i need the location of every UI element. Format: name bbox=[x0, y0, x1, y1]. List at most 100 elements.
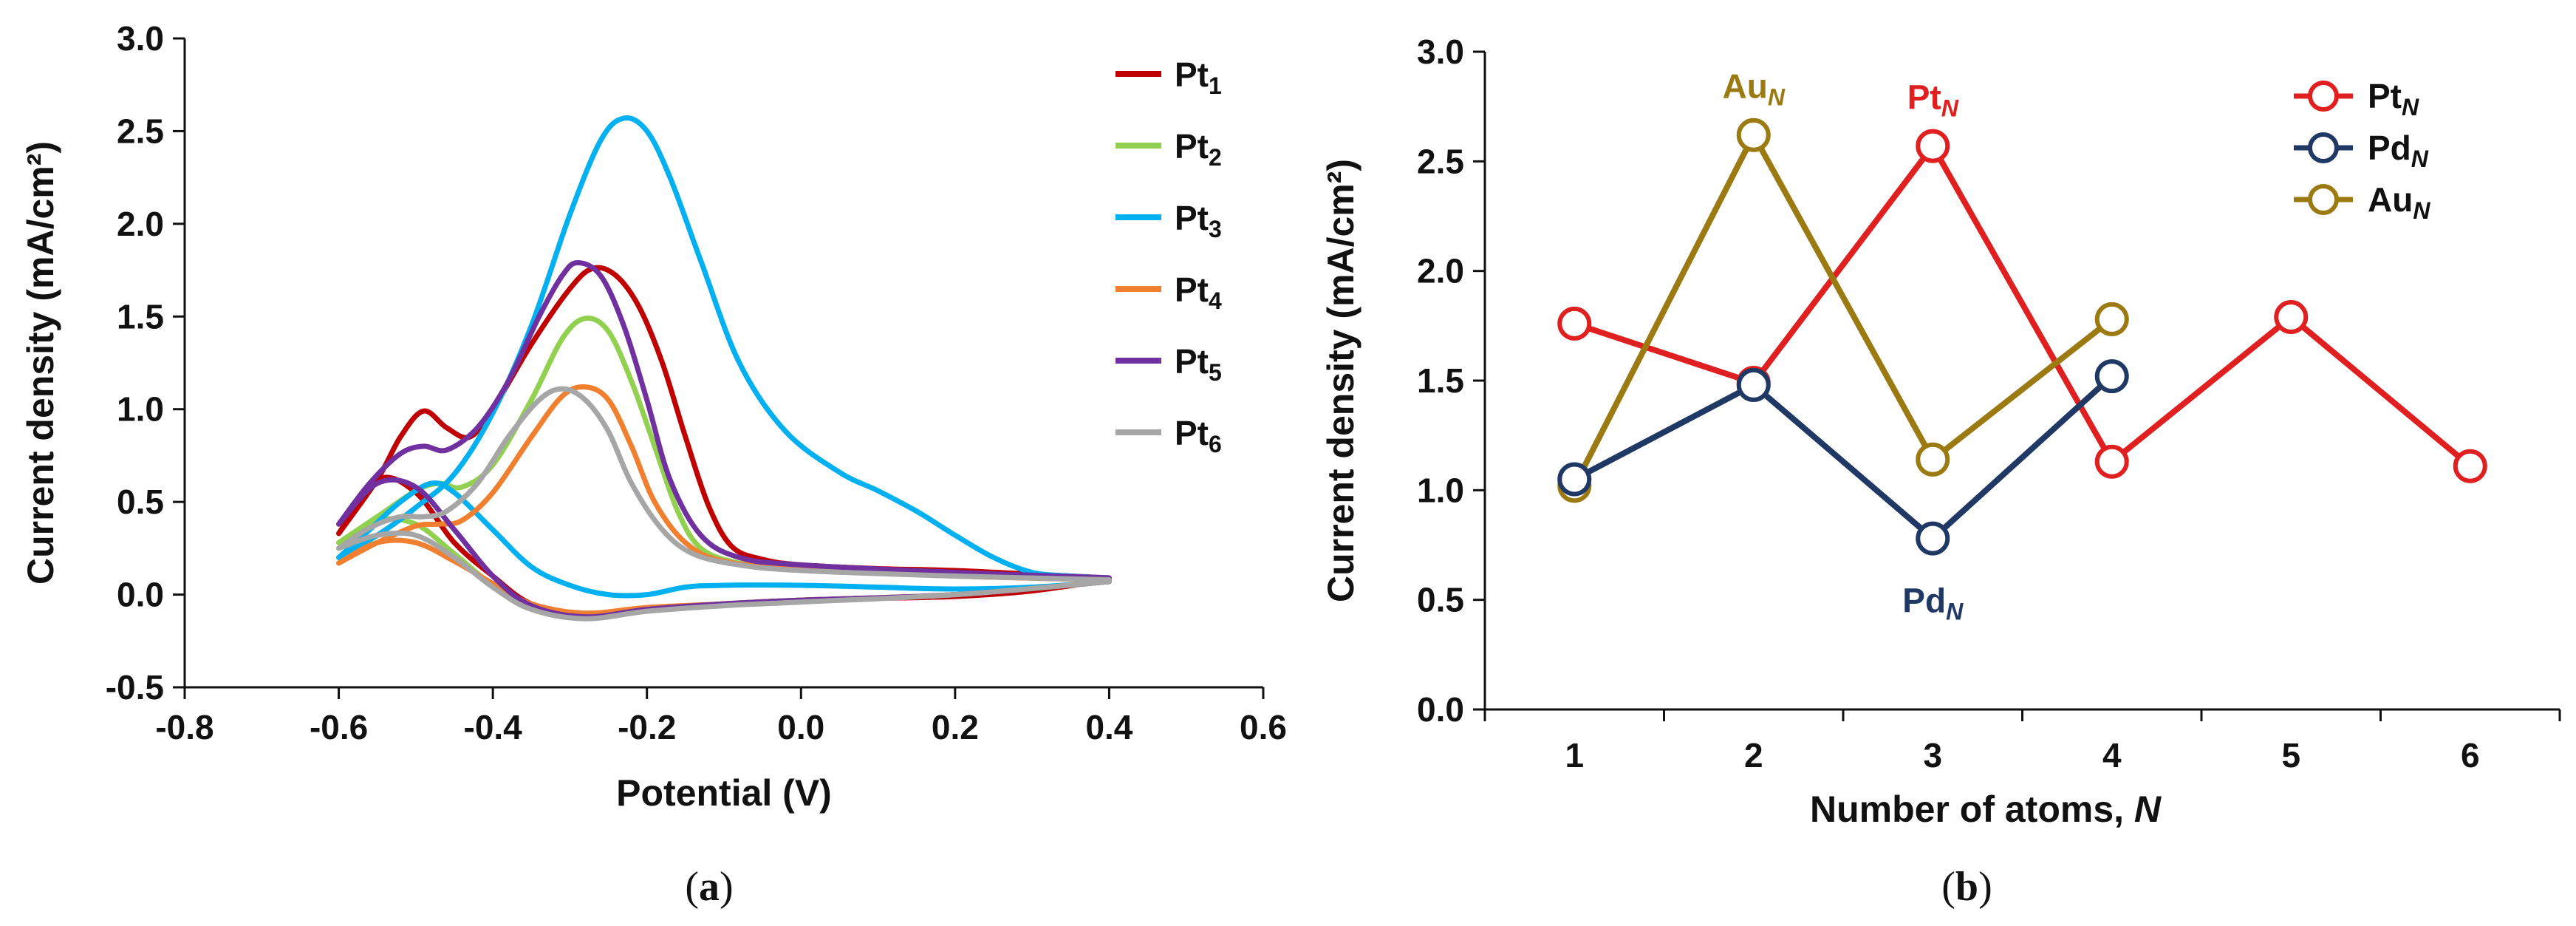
x-tick-label: -0.2 bbox=[618, 708, 676, 746]
y-tick-label: 0.0 bbox=[117, 576, 164, 614]
x-tick-label: 0.2 bbox=[932, 708, 979, 746]
data-point-pd bbox=[1557, 462, 1592, 497]
x-tick-label: -0.8 bbox=[155, 708, 213, 746]
panel-label-a: (a) bbox=[685, 864, 733, 910]
annotation-pd: PdN bbox=[1902, 582, 1964, 625]
legend-label-subscript: N bbox=[2411, 146, 2429, 172]
panel-label-letter: a bbox=[699, 864, 720, 910]
data-point-pt bbox=[2453, 449, 2487, 483]
data-point-pt bbox=[2094, 444, 2129, 479]
legend-label-subscript: N bbox=[2402, 94, 2419, 120]
panel-label-close: ) bbox=[1978, 864, 1992, 910]
panel-label-open: ( bbox=[1941, 864, 1955, 910]
annotation-main: Pt bbox=[1907, 78, 1941, 117]
annotation-main: Au bbox=[1723, 67, 1768, 106]
legend-label: PtN bbox=[2368, 77, 2419, 120]
legend-label: Pt6 bbox=[1175, 414, 1222, 457]
series-line-pt3-reverse bbox=[336, 480, 1112, 599]
y-tick-label: 1.0 bbox=[117, 390, 164, 429]
annotation-main: Pd bbox=[1902, 582, 1946, 620]
y-tick-label: 0.0 bbox=[1417, 690, 1464, 729]
y-tick-label: 2.0 bbox=[117, 205, 164, 243]
x-tick-label: 5 bbox=[2281, 736, 2300, 774]
x-tick-label: 0.4 bbox=[1085, 708, 1132, 746]
panel-label-open: ( bbox=[685, 864, 699, 910]
y-tick-label: 1.5 bbox=[1417, 361, 1464, 400]
legend-label: Pt2 bbox=[1175, 127, 1222, 171]
panel-label-b: (b) bbox=[1941, 864, 1992, 910]
series-line-pt6-reverse bbox=[336, 530, 1112, 622]
y-tick-label: 0.5 bbox=[1417, 581, 1464, 619]
data-point-pd bbox=[2094, 359, 2129, 394]
x-tick-label: 0.0 bbox=[777, 708, 824, 746]
legend-label-subscript: 4 bbox=[1209, 287, 1222, 314]
y-tick-label: 1.0 bbox=[1417, 471, 1464, 509]
x-axis-title: Number of atoms, N bbox=[1810, 789, 2162, 830]
data-point-pt bbox=[2274, 299, 2309, 334]
data-point-au bbox=[2094, 302, 2129, 336]
panel-a-cv-chart: -0.5 0.0 0.5 1.0 1.5 2.0 2.5 3.0 -0.8 -0.6 -0.4 -0.… bbox=[20, 19, 1287, 910]
series-line-au bbox=[1571, 132, 2114, 488]
y-tick-label: 2.5 bbox=[117, 112, 164, 150]
y-axis-title: Current density (mA/cm²) bbox=[20, 141, 61, 585]
legend-label-main: Pt bbox=[1175, 342, 1209, 381]
legend-label: Pt1 bbox=[1175, 55, 1222, 99]
y-tick-label: 3.0 bbox=[1417, 33, 1464, 71]
x-tick-label: -0.4 bbox=[464, 708, 523, 746]
data-point-pd bbox=[1736, 367, 1771, 402]
annotation-subscript: N bbox=[1768, 84, 1786, 111]
legend-label: Pt5 bbox=[1175, 342, 1222, 386]
annotation-subscript: N bbox=[1941, 95, 1959, 122]
annotation-au: AuN bbox=[1723, 67, 1786, 111]
x-tick-label: 4 bbox=[2102, 736, 2122, 774]
legend-label: Pt3 bbox=[1175, 199, 1222, 242]
x-tick-label: 2 bbox=[1744, 736, 1763, 774]
legend-label: Pt4 bbox=[1175, 270, 1222, 314]
data-point-pt bbox=[1557, 306, 1592, 341]
legend-label-main: Pt bbox=[1175, 414, 1209, 452]
data-point-pt bbox=[1916, 129, 1950, 163]
series-line-pt3-forward bbox=[336, 115, 1112, 581]
series-line-pt bbox=[1574, 143, 2473, 469]
legend-label-subscript: 5 bbox=[1209, 359, 1222, 386]
series-line-pd bbox=[1573, 374, 2114, 542]
data-point-au bbox=[1736, 118, 1771, 152]
series-line-pt5-forward bbox=[336, 260, 1112, 581]
legend-label-subscript: 6 bbox=[1209, 431, 1222, 457]
y-tick-label: -0.5 bbox=[106, 668, 164, 707]
annotation-pt: PtN bbox=[1907, 78, 1959, 122]
y-tick-label: 0.5 bbox=[117, 483, 164, 521]
y-tick-label: 3.0 bbox=[117, 19, 164, 58]
x-tick-label: -0.6 bbox=[310, 708, 368, 746]
data-point-au bbox=[1916, 442, 1950, 477]
series-line-pt1-reverse bbox=[336, 474, 1112, 618]
x-tick-label: 6 bbox=[2461, 736, 2480, 774]
x-tick-label: 3 bbox=[1923, 736, 1942, 774]
x-axis-title-italic: N bbox=[2134, 789, 2162, 830]
panel-b-activity-chart: 0.0 0.5 1.0 1.5 2.0 2.5 3.0 1 2 3 4 5 6 Number of ato… bbox=[1320, 33, 2561, 910]
legend-label-subscript: 2 bbox=[1209, 144, 1222, 171]
legend-label-main: Pd bbox=[2368, 129, 2411, 167]
y-tick-label: 2.0 bbox=[1417, 252, 1464, 290]
legend-label-main: Au bbox=[2368, 180, 2413, 219]
legend-label: AuN bbox=[2368, 180, 2430, 224]
x-axis-title: Potential (V) bbox=[616, 772, 832, 814]
legend-label-subscript: 3 bbox=[1209, 216, 1222, 242]
panel-label-close: ) bbox=[720, 864, 734, 910]
legend-label-subscript: 1 bbox=[1209, 72, 1222, 99]
annotation-subscript: N bbox=[1946, 599, 1964, 625]
legend-label: PdN bbox=[2368, 129, 2429, 172]
legend-label-subscript: N bbox=[2413, 197, 2430, 224]
legend-marker bbox=[2308, 132, 2339, 163]
y-tick-label: 1.5 bbox=[117, 297, 164, 336]
y-axis-title: Current density (mA/cm²) bbox=[1320, 159, 1362, 602]
x-axis-title-text: Number of atoms, bbox=[1810, 789, 2134, 830]
panel-label-letter: b bbox=[1955, 864, 1978, 910]
legend-label-main: Pt bbox=[1175, 270, 1209, 309]
legend-marker bbox=[2308, 184, 2339, 215]
legend-label-main: Pt bbox=[2368, 77, 2402, 115]
legend-label-main: Pt bbox=[1175, 55, 1209, 94]
legend-marker bbox=[2308, 81, 2339, 112]
data-point-pd bbox=[1916, 521, 1950, 556]
